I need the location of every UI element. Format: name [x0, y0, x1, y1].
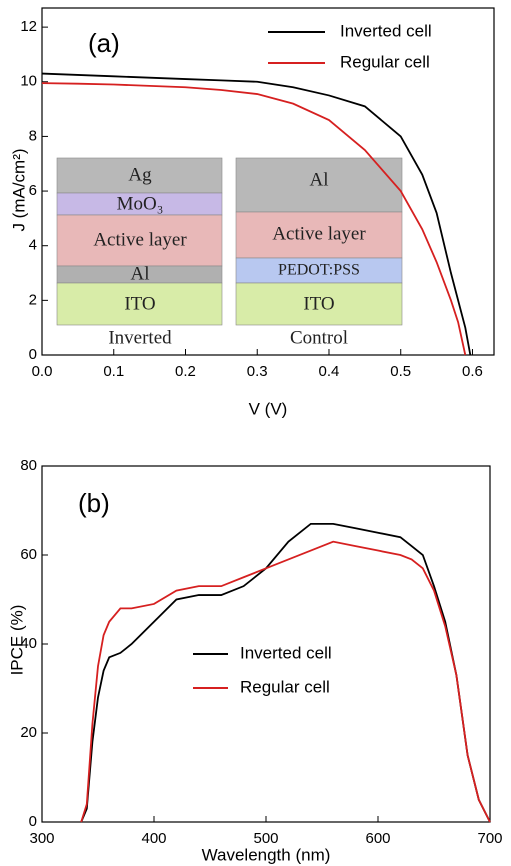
- layer: [235, 157, 403, 213]
- series-line: [41, 72, 472, 356]
- x-tick-label: 600: [365, 830, 390, 847]
- series-line: [41, 82, 467, 356]
- y-tick-label: 10: [20, 73, 37, 90]
- plot-frame: [41, 7, 495, 356]
- x-tick-label: 0.6: [462, 363, 483, 380]
- x-tick-label: 0.3: [247, 363, 268, 380]
- x-tick-label: 300: [29, 830, 54, 847]
- legend-label: Regular cell: [240, 677, 330, 696]
- legend-label: Regular cell: [340, 52, 430, 71]
- layer-label: PEDOT:PSS: [278, 262, 360, 279]
- layer-label: Active layer: [93, 229, 187, 250]
- layer: [56, 157, 223, 194]
- x-tick-label: 0.0: [32, 363, 53, 380]
- layer-label: ITO: [124, 293, 155, 314]
- x-axis-label: V (V): [249, 399, 288, 418]
- y-tick-label: 0: [29, 346, 37, 363]
- layer: [56, 214, 223, 267]
- layer-label: ITO: [303, 293, 334, 314]
- legend-label: Inverted cell: [340, 21, 432, 40]
- y-tick-label: 8: [29, 127, 37, 144]
- y-tick-label: 40: [20, 635, 37, 652]
- y-axis-label: J (mA/cm²): [9, 148, 28, 231]
- panel-label: (b): [78, 488, 110, 518]
- layer: [56, 282, 223, 326]
- y-tick-label: 0: [29, 813, 37, 830]
- x-axis-label: Wavelength (nm): [202, 845, 331, 864]
- y-tick-label: 20: [20, 724, 37, 741]
- x-tick-label: 0.4: [319, 363, 340, 380]
- layer-label: Active layer: [272, 223, 366, 244]
- y-tick-label: 60: [20, 546, 37, 563]
- layer-label: MoO₃: [117, 193, 164, 214]
- x-tick-label: 500: [253, 830, 278, 847]
- layer-label: Al: [131, 263, 150, 284]
- device-label: Inverted: [108, 327, 172, 348]
- panel-label: (a): [88, 28, 120, 58]
- y-tick-label: 6: [29, 182, 37, 199]
- y-tick-label: 4: [29, 237, 37, 254]
- layer: [235, 282, 403, 326]
- y-tick-label: 12: [20, 18, 37, 35]
- device-label: Control: [290, 327, 348, 348]
- y-tick-label: 2: [29, 291, 37, 308]
- layer-label: Al: [310, 169, 329, 190]
- layer: [235, 257, 403, 284]
- inset: Ag MoO₃ Active layer Al ITO Inverted Al …: [56, 157, 403, 348]
- legend-label: Inverted cell: [240, 643, 332, 662]
- x-tick-label: 0.5: [390, 363, 411, 380]
- x-tick-label: 700: [477, 830, 502, 847]
- layer: [235, 211, 403, 259]
- layer-label: Ag: [128, 164, 152, 185]
- charts: 0.0 0.1 0.2 0.3 0.4 0.5 0.6 0 2 4 6 8 10 12 (a) V (V) J …: [7, 7, 503, 864]
- series-line: [80, 540, 491, 823]
- y-axis-label: IPCE (%): [7, 605, 26, 676]
- y-tick-label: 80: [20, 457, 37, 474]
- x-tick-label: 0.1: [103, 363, 124, 380]
- x-tick-label: 0.2: [175, 363, 196, 380]
- x-tick-label: 400: [141, 830, 166, 847]
- series-line: [80, 522, 491, 823]
